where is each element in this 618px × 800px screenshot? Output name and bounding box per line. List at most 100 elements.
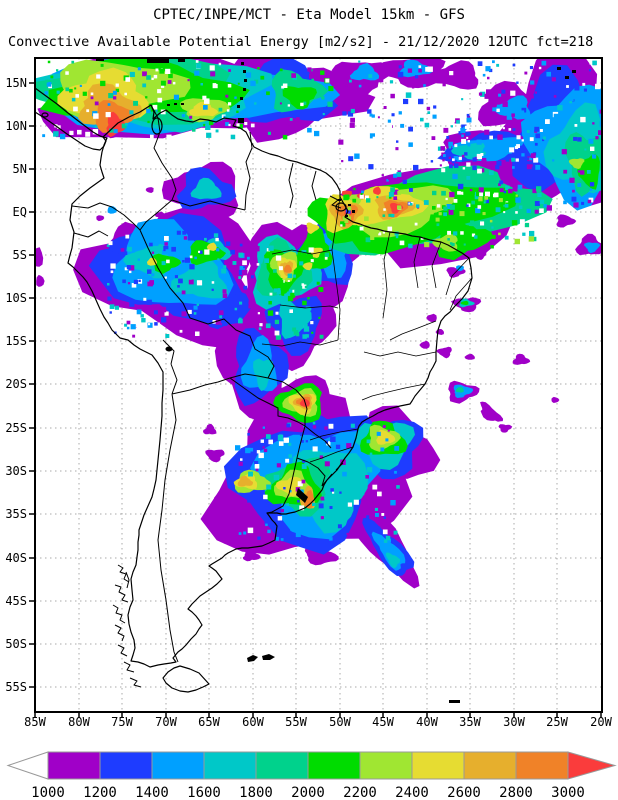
colorbar-segment <box>151 751 205 780</box>
antilles-island <box>244 79 247 82</box>
cape-speckle <box>165 334 170 338</box>
cape-speckle <box>252 432 255 435</box>
cape-speckle <box>167 80 172 84</box>
cape-speckle <box>360 193 363 195</box>
cape-speckle <box>342 471 347 477</box>
cape-speckle <box>398 128 404 134</box>
cape-speckle <box>238 532 242 535</box>
cape-speckle <box>447 238 450 241</box>
cape-speckle <box>236 123 240 127</box>
colorbar-segment <box>99 751 153 780</box>
cape-speckle <box>107 296 112 301</box>
cape-speckle <box>482 212 486 216</box>
colorbar-segment <box>463 751 517 780</box>
cape-speckle <box>534 126 540 132</box>
cape-speckle <box>299 505 305 511</box>
cape-speckle <box>237 82 240 85</box>
cape-speckle <box>307 127 312 133</box>
cape-speckle <box>179 329 183 333</box>
cape-speckle <box>534 209 539 214</box>
cape-speckle <box>247 527 254 534</box>
cape-speckle <box>155 68 159 72</box>
cape-speckle <box>516 236 519 240</box>
cape-speckle <box>107 283 110 286</box>
cape-speckle <box>297 539 301 542</box>
cape-speckle <box>241 115 245 118</box>
lat-label: 50S <box>5 637 27 651</box>
cape-speckle <box>370 223 374 227</box>
cape-speckle <box>480 226 484 229</box>
cape-speckle <box>211 288 214 291</box>
cape-speckle <box>164 311 169 316</box>
cape-speckle <box>474 235 478 239</box>
cape-speckle <box>365 237 371 243</box>
cape-speckle <box>485 66 491 72</box>
cape-speckle <box>337 524 342 529</box>
cape-speckle <box>466 113 470 117</box>
title-line1: CPTEC/INPE/MCT - Eta Model 15km - GFS <box>153 7 465 23</box>
cape-speckle <box>107 273 112 278</box>
cape-speckle <box>595 83 601 90</box>
cape-speckle <box>195 331 200 336</box>
cape-speckle <box>524 222 530 228</box>
cape-speckle <box>90 92 94 96</box>
cape-speckle <box>213 233 219 238</box>
cape-blob-level-6 <box>568 158 585 169</box>
cape-speckle <box>147 281 153 287</box>
axis-labels: 15N 10N 5N EQ 5S 10S 15S 20S 25S 30S 35S 40S 45S 50S 5… <box>5 76 612 729</box>
cape-speckle <box>433 198 439 204</box>
cape-speckle <box>542 136 546 140</box>
cape-speckle <box>94 101 99 106</box>
cape-speckle <box>386 179 389 182</box>
cape-speckle <box>405 61 409 65</box>
cape-speckle <box>487 76 490 80</box>
cape-speckle <box>457 194 463 200</box>
cape-speckle <box>433 105 437 109</box>
cape-speckle <box>189 115 193 119</box>
cape-speckle <box>466 176 471 180</box>
cape-speckle <box>288 454 292 458</box>
cape-speckle <box>321 96 325 100</box>
cape-speckle <box>517 184 523 190</box>
cape-speckle <box>514 145 519 150</box>
cape-speckle <box>150 134 154 139</box>
cape-speckle <box>164 236 169 241</box>
cape-speckle <box>481 157 487 164</box>
cape-speckle <box>522 232 526 236</box>
cape-speckle <box>303 326 310 332</box>
cape-speckle <box>430 133 436 139</box>
cape-speckle <box>146 108 151 114</box>
cape-speckle <box>489 219 493 223</box>
cape-speckle <box>478 197 483 202</box>
cape-speckle <box>292 274 296 278</box>
cape-speckle <box>278 441 284 446</box>
cape-speckle <box>343 71 347 75</box>
cape-speckle <box>447 230 451 235</box>
lat-label: 35S <box>5 507 27 521</box>
cape-speckle <box>484 200 487 203</box>
cape-speckle <box>365 475 369 479</box>
cape-speckle <box>329 506 333 509</box>
cape-speckle <box>221 320 228 326</box>
lat-label: 10N <box>5 119 27 133</box>
cape-blob-level-0 <box>498 424 513 433</box>
cape-speckle <box>408 126 413 132</box>
cape-speckle <box>505 185 510 191</box>
cape-speckle <box>260 75 265 80</box>
cape-speckle <box>318 503 324 509</box>
cape-speckle <box>488 74 491 77</box>
cape-speckle <box>319 455 324 459</box>
cape-speckle <box>512 110 518 117</box>
cape-speckle <box>592 154 597 159</box>
cape-speckle <box>477 168 482 174</box>
cape-speckle <box>466 117 472 123</box>
cape-speckle <box>474 194 479 200</box>
cape-speckle <box>328 86 334 92</box>
cape-speckle <box>259 323 263 327</box>
cape-speckle <box>333 539 339 545</box>
cape-speckle <box>518 205 523 209</box>
cape-speckle <box>320 496 325 501</box>
cape-speckle <box>445 197 448 201</box>
cape-speckle <box>383 208 386 211</box>
cape-speckle <box>516 135 521 140</box>
